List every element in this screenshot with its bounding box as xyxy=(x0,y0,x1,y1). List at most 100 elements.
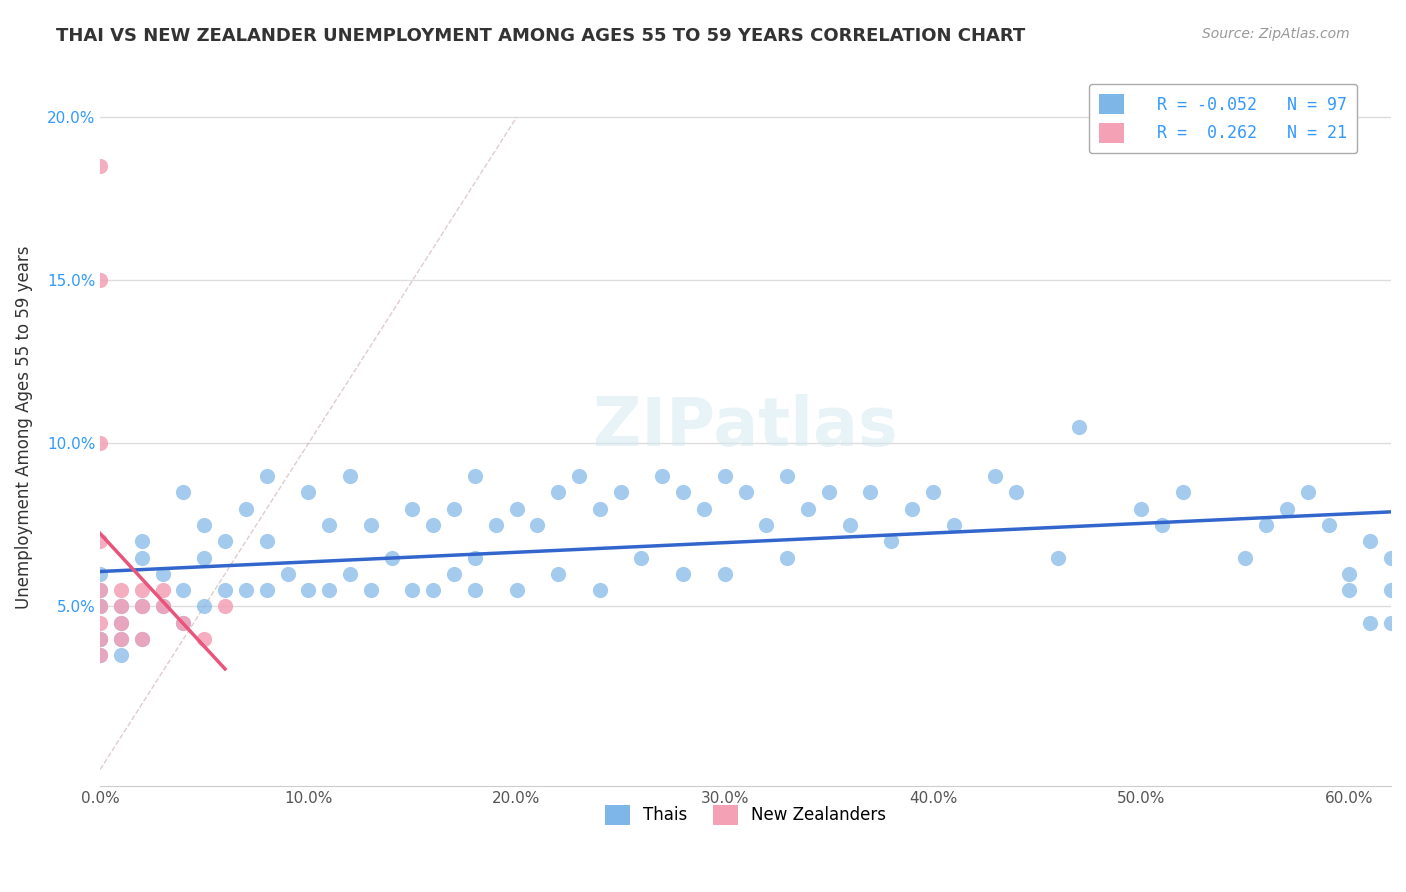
Point xyxy=(1339,566,1361,581)
Point xyxy=(547,485,569,500)
Point xyxy=(797,501,820,516)
Point xyxy=(256,534,278,549)
Point xyxy=(89,648,111,663)
Point xyxy=(193,550,215,565)
Point xyxy=(297,583,319,598)
Point xyxy=(89,566,111,581)
Point xyxy=(110,632,132,646)
Text: Source: ZipAtlas.com: Source: ZipAtlas.com xyxy=(1202,27,1350,41)
Point xyxy=(339,566,361,581)
Point xyxy=(942,518,965,533)
Point xyxy=(672,485,695,500)
Point xyxy=(1379,550,1402,565)
Point xyxy=(89,273,111,287)
Point xyxy=(297,485,319,500)
Point xyxy=(422,518,444,533)
Point xyxy=(256,583,278,598)
Point xyxy=(1005,485,1028,500)
Point xyxy=(360,518,382,533)
Point xyxy=(89,583,111,598)
Point xyxy=(89,632,111,646)
Point xyxy=(1234,550,1257,565)
Point xyxy=(276,566,298,581)
Point xyxy=(131,632,153,646)
Point xyxy=(443,501,465,516)
Point xyxy=(131,632,153,646)
Point xyxy=(464,469,486,483)
Point xyxy=(214,583,236,598)
Point xyxy=(859,485,882,500)
Point xyxy=(818,485,841,500)
Point xyxy=(110,599,132,614)
Point xyxy=(152,566,174,581)
Point xyxy=(1339,583,1361,598)
Legend: Thais, New Zealanders: Thais, New Zealanders xyxy=(595,795,896,835)
Point xyxy=(422,583,444,598)
Point xyxy=(464,583,486,598)
Point xyxy=(401,501,423,516)
Y-axis label: Unemployment Among Ages 55 to 59 years: Unemployment Among Ages 55 to 59 years xyxy=(15,245,32,609)
Point xyxy=(89,599,111,614)
Point xyxy=(318,518,340,533)
Point xyxy=(172,485,194,500)
Point xyxy=(693,501,716,516)
Point xyxy=(672,566,695,581)
Point xyxy=(609,485,631,500)
Point xyxy=(339,469,361,483)
Point xyxy=(485,518,508,533)
Point xyxy=(89,583,111,598)
Point xyxy=(89,599,111,614)
Point xyxy=(838,518,860,533)
Point xyxy=(1360,534,1382,549)
Point xyxy=(110,615,132,630)
Point xyxy=(193,599,215,614)
Point xyxy=(901,501,924,516)
Point xyxy=(214,599,236,614)
Point xyxy=(568,469,591,483)
Point xyxy=(235,583,257,598)
Point xyxy=(1130,501,1153,516)
Point xyxy=(401,583,423,598)
Point xyxy=(505,583,527,598)
Point xyxy=(131,599,153,614)
Point xyxy=(110,648,132,663)
Point xyxy=(984,469,1007,483)
Point xyxy=(776,550,799,565)
Point xyxy=(713,469,735,483)
Point xyxy=(547,566,569,581)
Point xyxy=(1150,518,1173,533)
Point xyxy=(318,583,340,598)
Point xyxy=(1254,518,1277,533)
Point xyxy=(651,469,673,483)
Point xyxy=(505,501,527,516)
Point xyxy=(464,550,486,565)
Point xyxy=(131,550,153,565)
Point xyxy=(89,632,111,646)
Point xyxy=(235,501,257,516)
Point xyxy=(110,632,132,646)
Point xyxy=(589,583,612,598)
Point xyxy=(526,518,548,533)
Point xyxy=(443,566,465,581)
Point xyxy=(89,648,111,663)
Point xyxy=(1275,501,1298,516)
Point xyxy=(152,599,174,614)
Point xyxy=(630,550,652,565)
Point xyxy=(734,485,756,500)
Point xyxy=(880,534,903,549)
Text: ZIPatlas: ZIPatlas xyxy=(593,394,898,460)
Point xyxy=(193,518,215,533)
Point xyxy=(110,615,132,630)
Point xyxy=(172,615,194,630)
Point xyxy=(89,599,111,614)
Point xyxy=(89,632,111,646)
Point xyxy=(1379,583,1402,598)
Point xyxy=(152,583,174,598)
Point xyxy=(922,485,945,500)
Point xyxy=(1360,615,1382,630)
Point xyxy=(89,615,111,630)
Point xyxy=(193,632,215,646)
Point xyxy=(360,583,382,598)
Point xyxy=(131,583,153,598)
Point xyxy=(776,469,799,483)
